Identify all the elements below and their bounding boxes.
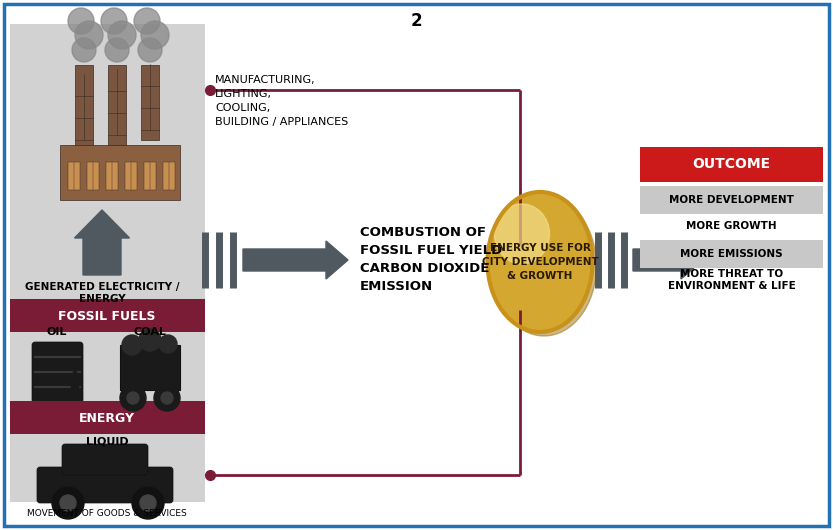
Text: GENERATED ELECTRICITY /
ENERGY: GENERATED ELECTRICITY / ENERGY xyxy=(25,282,179,304)
Text: ENERGY: ENERGY xyxy=(79,411,135,425)
FancyArrow shape xyxy=(74,210,129,275)
FancyBboxPatch shape xyxy=(163,162,175,190)
FancyBboxPatch shape xyxy=(108,65,126,145)
FancyBboxPatch shape xyxy=(640,147,823,182)
Circle shape xyxy=(159,335,177,353)
Circle shape xyxy=(72,38,96,62)
Ellipse shape xyxy=(487,192,592,332)
Circle shape xyxy=(120,385,146,411)
Text: ENERGY USE FOR
CITY DEVELOPMENT
& GROWTH: ENERGY USE FOR CITY DEVELOPMENT & GROWTH xyxy=(481,243,598,281)
FancyArrow shape xyxy=(243,241,348,279)
Text: FOSSIL FUELS: FOSSIL FUELS xyxy=(58,310,156,322)
FancyBboxPatch shape xyxy=(10,299,205,332)
Circle shape xyxy=(138,38,162,62)
Text: COAL: COAL xyxy=(133,327,167,337)
FancyBboxPatch shape xyxy=(62,444,148,475)
Text: OIL: OIL xyxy=(47,327,67,337)
FancyBboxPatch shape xyxy=(10,401,205,434)
FancyBboxPatch shape xyxy=(87,162,99,190)
Text: 2: 2 xyxy=(410,12,421,30)
Circle shape xyxy=(108,21,136,49)
FancyBboxPatch shape xyxy=(75,65,93,150)
FancyBboxPatch shape xyxy=(125,162,137,190)
Circle shape xyxy=(105,38,129,62)
FancyBboxPatch shape xyxy=(37,467,173,503)
FancyArrow shape xyxy=(74,456,129,494)
Circle shape xyxy=(68,8,94,34)
Circle shape xyxy=(139,329,161,351)
Circle shape xyxy=(127,392,139,404)
Circle shape xyxy=(141,21,169,49)
FancyBboxPatch shape xyxy=(120,345,180,390)
FancyBboxPatch shape xyxy=(144,162,156,190)
FancyArrow shape xyxy=(633,241,703,279)
FancyBboxPatch shape xyxy=(10,24,205,502)
Circle shape xyxy=(75,21,103,49)
Text: MORE THREAT TO
ENVIRONMENT & LIFE: MORE THREAT TO ENVIRONMENT & LIFE xyxy=(667,269,796,291)
Circle shape xyxy=(101,8,127,34)
Text: MOVEMENT OF GOODS & SERVICES: MOVEMENT OF GOODS & SERVICES xyxy=(27,509,187,518)
Circle shape xyxy=(154,385,180,411)
Circle shape xyxy=(52,487,84,519)
FancyBboxPatch shape xyxy=(68,162,80,190)
Text: LIQUID: LIQUID xyxy=(86,437,128,447)
Text: COMBUSTION OF
FOSSIL FUEL YIELD
CARBON DIOXIDE
EMISSION: COMBUSTION OF FOSSIL FUEL YIELD CARBON D… xyxy=(360,226,502,294)
Polygon shape xyxy=(68,368,82,395)
FancyBboxPatch shape xyxy=(640,240,823,268)
Text: OUTCOME: OUTCOME xyxy=(692,157,771,172)
Text: MORE GROWTH: MORE GROWTH xyxy=(686,221,777,231)
Circle shape xyxy=(161,392,173,404)
Text: MANUFACTURING,
LIGHTING,
COOLING,
BUILDING / APPLIANCES: MANUFACTURING, LIGHTING, COOLING, BUILDI… xyxy=(215,75,348,127)
FancyBboxPatch shape xyxy=(60,145,180,200)
Circle shape xyxy=(140,495,156,511)
FancyBboxPatch shape xyxy=(106,162,118,190)
FancyBboxPatch shape xyxy=(640,186,823,214)
Ellipse shape xyxy=(495,204,550,264)
Circle shape xyxy=(134,8,160,34)
Text: MORE DEVELOPMENT: MORE DEVELOPMENT xyxy=(669,195,794,205)
FancyBboxPatch shape xyxy=(32,342,83,403)
Circle shape xyxy=(60,495,76,511)
FancyBboxPatch shape xyxy=(141,65,159,140)
Text: MORE EMISSIONS: MORE EMISSIONS xyxy=(681,249,783,259)
Circle shape xyxy=(122,335,142,355)
Ellipse shape xyxy=(491,196,596,336)
Circle shape xyxy=(132,487,164,519)
